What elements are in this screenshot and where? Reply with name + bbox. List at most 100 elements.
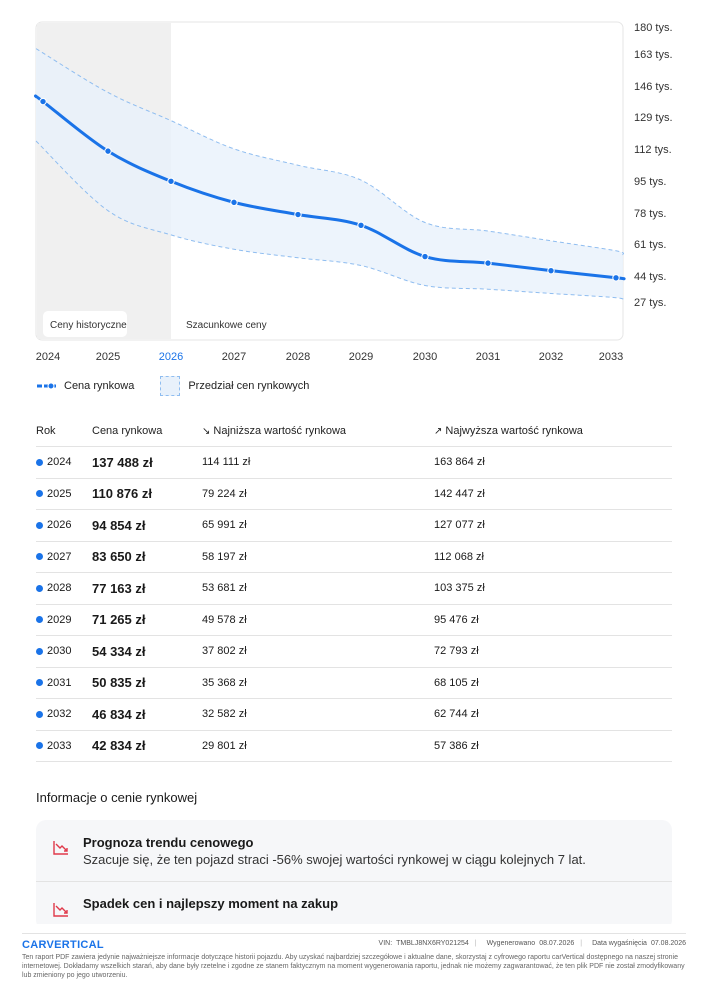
series-dot-icon [36, 490, 43, 498]
legend-label-price: Cena rynkowa [64, 380, 135, 392]
trend-down-icon [53, 903, 68, 917]
page-footer: CARVERTICAL VIN: TMBLJ8NX6RY021254 | Wyg… [0, 924, 707, 999]
series-dot-icon [36, 458, 43, 466]
x-tick-label: 2032 [539, 351, 563, 363]
row-price: 94 854 zł [92, 517, 146, 533]
meta-separator: | [474, 940, 477, 947]
row-year: 2031 [36, 677, 92, 689]
row-low: 58 197 zł [202, 550, 247, 563]
data-point-2026 [167, 177, 175, 185]
table-row: 2032 46 834 zł 32 582 zł 62 744 zł [36, 699, 672, 731]
row-year-label: 2028 [47, 582, 72, 595]
data-point-2027 [230, 198, 238, 207]
row-high: 103 375 zł [434, 582, 485, 595]
row-high: 163 864 zł [434, 456, 485, 469]
historical-label: Ceny historyczne [50, 320, 127, 331]
row-year: 2028 [36, 582, 92, 594]
table-row: 2026 94 854 zł 65 991 zł 127 077 zł [36, 510, 672, 542]
y-tick-label: 44 tys. [634, 271, 666, 283]
y-tick-label: 27 tys. [634, 297, 666, 309]
arrow-down-right-icon: ↘ [202, 426, 211, 437]
vin-value: TMBLJ8NX6RY021254 [396, 940, 469, 947]
info-item-best-time-title: Spadek cen i najlepszy moment na zakup [83, 896, 339, 911]
row-price: 54 334 zł [92, 643, 146, 659]
data-point-2028 [294, 210, 302, 219]
row-year: 2024 [36, 456, 92, 468]
expiry-value: 07.08.2026 [650, 940, 686, 947]
row-price: 71 265 zł [92, 612, 146, 628]
info-section-title: Informacje o cenie rynkowej [36, 790, 198, 805]
data-point-2025 [104, 147, 112, 155]
row-low: 37 802 zł [202, 645, 247, 658]
chart-legend: Cena rynkowa Przedział cen rynkowych [36, 376, 335, 396]
row-year-label: 2032 [47, 708, 72, 721]
row-price: 110 876 zł [92, 486, 152, 502]
generated-value: 08.07.2026 [539, 940, 575, 947]
x-tick-label: 2029 [349, 351, 373, 363]
row-high: 72 793 zł [434, 645, 479, 658]
price-chart-svg: 180 tys. 163 tys. 146 tys. 129 tys. 112 tys.… [33, 21, 673, 363]
x-tick-label: 2033 [599, 351, 623, 363]
series-dot-icon [36, 584, 43, 592]
info-divider [36, 881, 672, 882]
series-dot-icon [36, 647, 43, 655]
y-tick-label: 163 tys. [634, 49, 673, 61]
row-high: 142 447 zł [434, 487, 485, 500]
legend-band-swatch-icon [160, 376, 181, 396]
row-price: 50 835 zł [92, 675, 146, 691]
row-low: 114 111 zł [202, 456, 251, 469]
x-tick-label: 2027 [222, 351, 246, 363]
price-range-band [36, 48, 624, 301]
footer-meta: VIN: TMBLJ8NX6RY021254 | Wygenerowano 08… [375, 940, 686, 947]
historical-label-bg [43, 311, 127, 337]
series-dot-icon [36, 553, 43, 561]
table-row: 2033 42 834 zł 29 801 zł 57 386 zł [36, 731, 672, 762]
legend-line-swatch-icon [37, 382, 57, 390]
row-year: 2027 [36, 551, 92, 563]
trend-down-icon [53, 841, 68, 855]
row-year-label: 2031 [47, 676, 72, 689]
price-range-lower-edge [35, 140, 625, 302]
table-body: 2024 137 488 zł 114 111 zł 163 864 zł 2025 11… [36, 447, 672, 762]
table-header: Rok Cena rynkowa ↘ Najniższa wartość rynk… [36, 416, 672, 447]
info-card: Prognoza trendu cenowego Szacuje się, że… [36, 820, 672, 930]
row-year: 2032 [36, 708, 92, 720]
x-tick-label: 2030 [413, 351, 437, 363]
x-tick-label: 2028 [286, 351, 310, 363]
y-tick-label: 95 tys. [634, 176, 666, 188]
y-tick-label: 78 tys. [634, 208, 666, 220]
header-low-label: Najniższa wartość rynkowa [213, 425, 347, 437]
table-row: 2028 77 163 zł 53 681 zł 103 375 zł [36, 573, 672, 605]
y-tick-label: 180 tys. [634, 22, 673, 34]
vin-label: VIN: [378, 940, 393, 947]
row-year: 2025 [36, 488, 92, 500]
row-year: 2030 [36, 645, 92, 657]
row-year: 2026 [36, 519, 92, 531]
row-low: 53 681 zł [202, 582, 247, 595]
x-tick-label: 2024 [36, 351, 60, 363]
row-low: 65 991 zł [202, 519, 247, 532]
row-high: 112 068 zł [434, 550, 484, 563]
row-price: 137 488 zł [92, 454, 153, 470]
row-low: 32 582 zł [202, 708, 247, 721]
row-low: 29 801 zł [202, 739, 247, 752]
row-low: 79 224 zł [202, 487, 247, 500]
row-year-label: 2024 [47, 456, 72, 469]
meta-separator: | [580, 940, 583, 947]
row-year: 2033 [36, 740, 92, 752]
row-price: 42 834 zł [92, 738, 146, 754]
row-high: 57 386 zł [434, 739, 479, 752]
info-item-trend-desc: Szacuje się, że ten pojazd straci -56% s… [83, 852, 586, 867]
header-year: Rok [36, 425, 56, 437]
arrow-up-right-icon: ↗ [434, 426, 443, 437]
row-high: 62 744 zł [434, 708, 479, 721]
row-year-label: 2033 [47, 739, 72, 752]
y-tick-label: 129 tys. [634, 112, 673, 124]
series-dot-icon [36, 521, 43, 529]
info-item-trend-title: Prognoza trendu cenowego [83, 835, 254, 850]
row-price: 77 163 zł [92, 580, 146, 596]
y-tick-label: 112 tys. [634, 144, 672, 156]
x-tick-label: 2031 [476, 351, 500, 363]
series-dot-icon [36, 616, 43, 624]
header-low: ↘ Najniższa wartość rynkowa [202, 425, 434, 437]
